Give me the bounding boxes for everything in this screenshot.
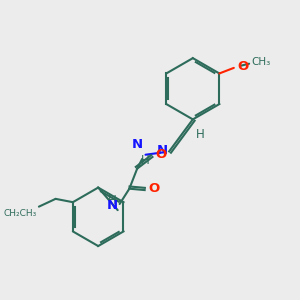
Text: O: O — [148, 182, 159, 195]
Text: O: O — [156, 148, 167, 161]
Text: CH₃: CH₃ — [251, 57, 271, 67]
Text: H: H — [196, 128, 205, 141]
Text: N: N — [157, 143, 168, 157]
Text: CH₂CH₃: CH₂CH₃ — [3, 209, 37, 218]
Text: N: N — [132, 138, 143, 152]
Text: H: H — [141, 154, 149, 167]
Text: O: O — [237, 60, 248, 73]
Text: H: H — [107, 194, 116, 207]
Text: N: N — [106, 199, 118, 212]
